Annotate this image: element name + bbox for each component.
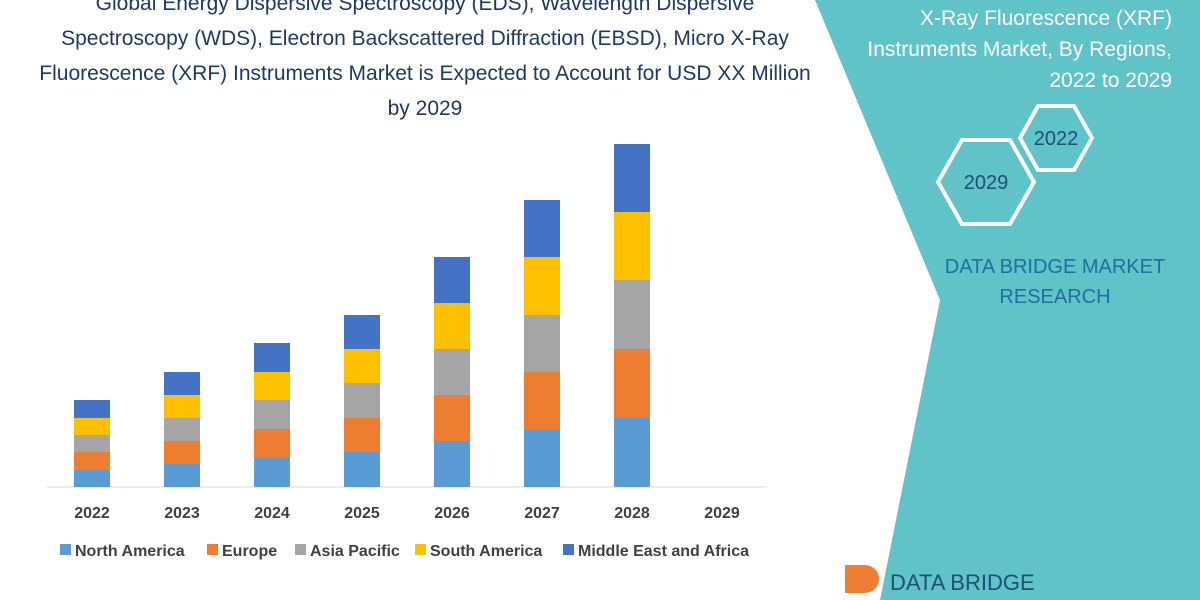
bar-segment (614, 280, 650, 349)
bar-segment (524, 315, 560, 372)
legend-swatch (60, 544, 71, 555)
bar-segment (614, 349, 650, 418)
x-tick-label: 2024 (254, 505, 290, 522)
bar-segment (344, 315, 380, 349)
x-tick-label: 2022 (74, 505, 110, 522)
bar-segment (524, 372, 560, 429)
x-tick-label: 2028 (614, 505, 650, 522)
x-tick-label: 2027 (524, 505, 560, 522)
bar-segment (74, 470, 110, 487)
side-title: X-Ray Fluorescence (XRF) Instruments Mar… (867, 7, 1172, 92)
legend-label: Middle East and Africa (578, 543, 749, 560)
bar-segment (164, 372, 200, 395)
bar-segment (614, 212, 650, 280)
x-tick-label: 2029 (704, 505, 740, 522)
hexagon-label: 2022 (1034, 128, 1079, 150)
hexagon (1017, 104, 1095, 172)
bar-segment (614, 144, 650, 212)
hexagon (935, 138, 1037, 226)
brand: DATA BRIDGE MARKET RESEARCH (944, 256, 1166, 308)
hexagon-label: 2029 (964, 172, 1009, 194)
legend-swatch (563, 544, 574, 555)
logo-text: DATA BRIDGE (890, 570, 1035, 595)
bar-segment (524, 200, 560, 257)
legend-label: South America (430, 543, 542, 560)
bar-segment (74, 452, 110, 470)
bar-segment (164, 464, 200, 487)
bar-segment (434, 395, 470, 441)
bar-segment (254, 400, 290, 429)
bar-segment (164, 441, 200, 464)
logo-mark (845, 565, 879, 593)
bar-segment (164, 395, 200, 418)
x-tick-label: 2026 (434, 505, 470, 522)
legend-swatch (415, 544, 426, 555)
bar-segment (434, 349, 470, 395)
bar-segment (614, 418, 650, 487)
bar-segment (254, 458, 290, 487)
x-tick-label: 2025 (344, 505, 380, 522)
legend-label: North America (75, 543, 185, 560)
bar-segment (524, 257, 560, 315)
bar-segment (434, 257, 470, 303)
bar-segment (164, 418, 200, 441)
bar-segment (74, 418, 110, 435)
bar-segment (434, 441, 470, 487)
bar-segment (434, 303, 470, 349)
bar-segment (344, 452, 380, 487)
chart-title: Global Energy Dispersive Spectroscopy (E… (39, 0, 811, 120)
bar-segment (74, 400, 110, 418)
bar-segment (524, 429, 560, 487)
bar-segment (254, 429, 290, 458)
side-band (815, 0, 1200, 600)
legend-label: Europe (222, 543, 277, 560)
bar-segment (344, 418, 380, 452)
bar-segment (344, 383, 380, 418)
legend-label: Asia Pacific (310, 543, 400, 560)
bar-segment (254, 372, 290, 400)
x-tick-label: 2023 (164, 505, 200, 522)
legend-swatch (207, 544, 218, 555)
bar-segment (344, 349, 380, 383)
legend-swatch (295, 544, 306, 555)
bar-segment (74, 435, 110, 452)
bar-segment (254, 343, 290, 372)
